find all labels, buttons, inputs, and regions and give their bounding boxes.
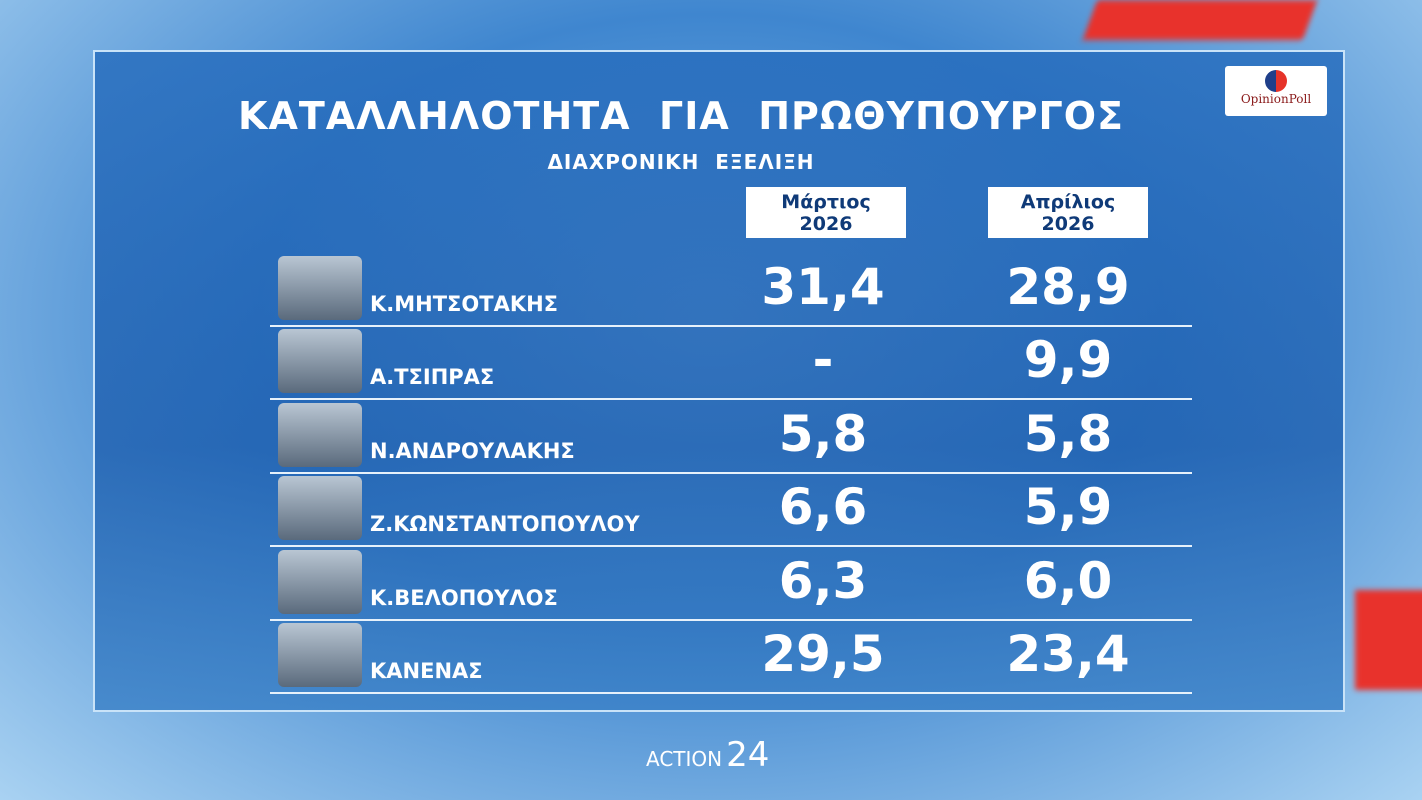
value: 9,9 — [1023, 331, 1113, 390]
logo-icon — [1265, 70, 1287, 92]
value: 6,0 — [1023, 551, 1113, 610]
column-header: Μάρτιος 2026 — [746, 187, 906, 238]
brand-number: 24 — [726, 735, 770, 775]
value: 6,3 — [778, 551, 868, 610]
row-divider — [270, 325, 1192, 327]
column-header: Απρίλιος 2026 — [988, 187, 1148, 238]
value: 5,9 — [1023, 478, 1113, 537]
row-divider — [270, 618, 1192, 621]
value: 29,5 — [761, 625, 885, 683]
candidate-name: ΚΑΝΕΝΑΣ — [370, 659, 483, 683]
column-header-text: 2026 — [799, 213, 853, 235]
column-header-text: 2026 — [1041, 213, 1095, 235]
photo — [278, 549, 362, 614]
column-header-text: Μάρτιος — [781, 191, 871, 213]
candidate-name: Κ.ΜΗΤΣΟΤΑΚΗΣ — [370, 292, 559, 316]
logo: OpinionPoll — [1225, 66, 1327, 116]
value: 5,8 — [1023, 404, 1113, 463]
row-divider — [270, 545, 1192, 548]
decor — [1355, 590, 1422, 690]
value: 23,4 — [1006, 625, 1130, 683]
photo — [278, 256, 362, 320]
photo — [278, 476, 362, 541]
photo — [278, 623, 362, 687]
value: - — [812, 331, 834, 390]
candidate-name: Κ.ΒΕΛΟΠΟΥΛΟΣ — [370, 585, 558, 610]
footer-logo: ACTION 24 — [646, 735, 769, 775]
column-header-text: Απρίλιος — [1020, 191, 1116, 213]
candidate-name: Ζ.ΚΩΝΣΤΑΝΤΟΠΟΥΛΟΥ — [370, 512, 640, 537]
value: 5,8 — [778, 404, 868, 463]
candidate-name: Α.ΤΣΙΠΡΑΣ — [370, 365, 495, 390]
value: 31,4 — [761, 258, 885, 316]
row-divider — [270, 398, 1192, 401]
photo — [278, 329, 362, 394]
photo — [278, 402, 362, 467]
subtitle: ΔΙΑΧΡΟΝΙΚΗ ΕΞΕΛΙΞΗ — [547, 150, 815, 174]
row-divider — [270, 471, 1192, 474]
brand: ACTION — [646, 747, 723, 771]
decor — [1082, 0, 1318, 40]
value: 6,6 — [778, 478, 868, 537]
logo-text: OpinionPoll — [1240, 92, 1312, 106]
row-divider — [270, 692, 1192, 694]
candidate-name: Ν.ΑΝΔΡΟΥΛΑΚΗΣ — [370, 438, 575, 463]
value: 28,9 — [1006, 258, 1130, 316]
title: ΚΑΤΑΛΛΗΛΟΤΗΤΑ ΓΙΑ ΠΡΩΘΥΠΟΥΡΓΟΣ — [238, 94, 1124, 138]
